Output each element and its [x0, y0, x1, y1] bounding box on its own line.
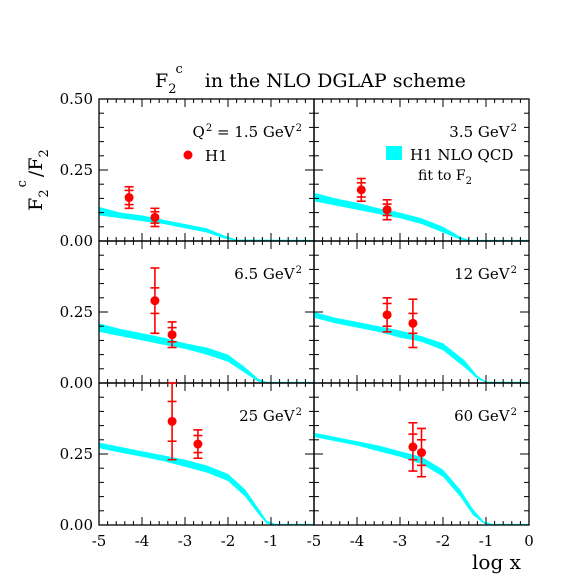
qcd-fit-band	[314, 192, 529, 241]
x-tick-label: 0	[524, 532, 534, 550]
q2-label: 3.5 GeV2	[449, 123, 517, 141]
title-main: F	[155, 70, 168, 92]
data-point	[408, 298, 418, 349]
y-tick-label: 0.25	[60, 161, 93, 179]
q2-label: 25 GeV2	[239, 407, 302, 425]
legend: H1 H1 NLO QCD fit to F2	[183, 146, 513, 187]
qcd-fit-band	[99, 206, 314, 241]
data-point	[167, 382, 177, 461]
data-marker	[382, 310, 392, 320]
x-tick-label: -4	[350, 532, 365, 550]
data-point	[356, 177, 366, 203]
x-tick-label: -3	[393, 532, 408, 550]
data-marker	[150, 296, 160, 306]
panel-5: 25 GeV2 0.25 0.00-5 -4 -3 -2 -1	[60, 382, 315, 550]
q2-label: 6.5 GeV2	[234, 265, 302, 283]
legend-band-marker	[386, 146, 402, 160]
data-marker	[167, 416, 177, 426]
data-point	[417, 427, 426, 478]
panel-frame	[98, 240, 315, 384]
x-axis-label: log x	[472, 550, 522, 574]
data-point	[382, 296, 392, 333]
data-marker	[167, 330, 177, 340]
q2-label: Q2 = 1.5 GeV2	[193, 123, 302, 141]
y-tick-label: 0.00	[60, 516, 93, 534]
data-marker	[408, 442, 418, 452]
title-rest: in the NLO DGLAP scheme	[205, 70, 466, 92]
legend-data-label: H1	[205, 147, 228, 165]
title-sub: 2	[168, 82, 176, 97]
panels-layer: Q2 = 1.5 GeV2 0.50 0.25 0.00 3.5 GeV2 6.5 GeV…	[60, 90, 534, 550]
q2-label: 12 GeV2	[454, 265, 517, 283]
panel-6: 60 GeV2 -5 -4 -3 -2 -1 0	[307, 382, 534, 550]
data-point	[408, 421, 418, 472]
x-tick-label: -3	[178, 532, 193, 550]
panel-4: 12 GeV2	[313, 240, 530, 384]
data-point	[124, 185, 134, 210]
data-marker	[124, 193, 134, 203]
y-tick-label: 0.00	[60, 374, 93, 392]
data-point	[193, 429, 203, 460]
x-tick-label: -2	[436, 532, 451, 550]
data-marker	[408, 318, 418, 328]
data-marker	[382, 205, 392, 215]
legend-band-label-2: fit to F2	[418, 168, 472, 187]
data-marker	[356, 185, 366, 195]
data-point	[382, 199, 392, 221]
chart-title: F2 c in the NLO DGLAP scheme	[155, 62, 466, 97]
x-tick-label: -1	[264, 532, 279, 550]
qcd-fit-band	[99, 323, 314, 383]
x-tick-label: -5	[92, 532, 107, 550]
y-tick-label: 0.25	[60, 303, 93, 321]
x-tick-label: -4	[135, 532, 150, 550]
data-marker	[150, 212, 160, 222]
x-tick-label: -5	[307, 532, 322, 550]
y-tick-label: 0.00	[60, 232, 93, 250]
panel-3: 6.5 GeV2 0.25 0.00	[60, 240, 315, 392]
panel-1: Q2 = 1.5 GeV2 0.50 0.25 0.00	[60, 90, 315, 250]
y-tick-label: 0.25	[60, 445, 93, 463]
qcd-fit-band	[314, 312, 529, 383]
panel-frame	[313, 240, 530, 384]
panel-2: 3.5 GeV2	[313, 98, 530, 242]
legend-data-marker	[183, 150, 193, 160]
y-axis-label: F2c/F2	[15, 149, 52, 211]
data-point	[150, 267, 160, 335]
q2-label: 60 GeV2	[454, 407, 517, 425]
data-point	[150, 207, 160, 228]
data-marker	[417, 448, 426, 458]
x-tick-label: -2	[221, 532, 236, 550]
x-tick-label: -1	[479, 532, 494, 550]
qcd-fit-band	[99, 442, 314, 525]
y-tick-label: 0.50	[60, 90, 93, 108]
legend-band-label: H1 NLO QCD	[410, 146, 513, 164]
data-point	[167, 321, 177, 349]
title-sup: c	[175, 62, 182, 77]
data-marker	[193, 439, 203, 449]
